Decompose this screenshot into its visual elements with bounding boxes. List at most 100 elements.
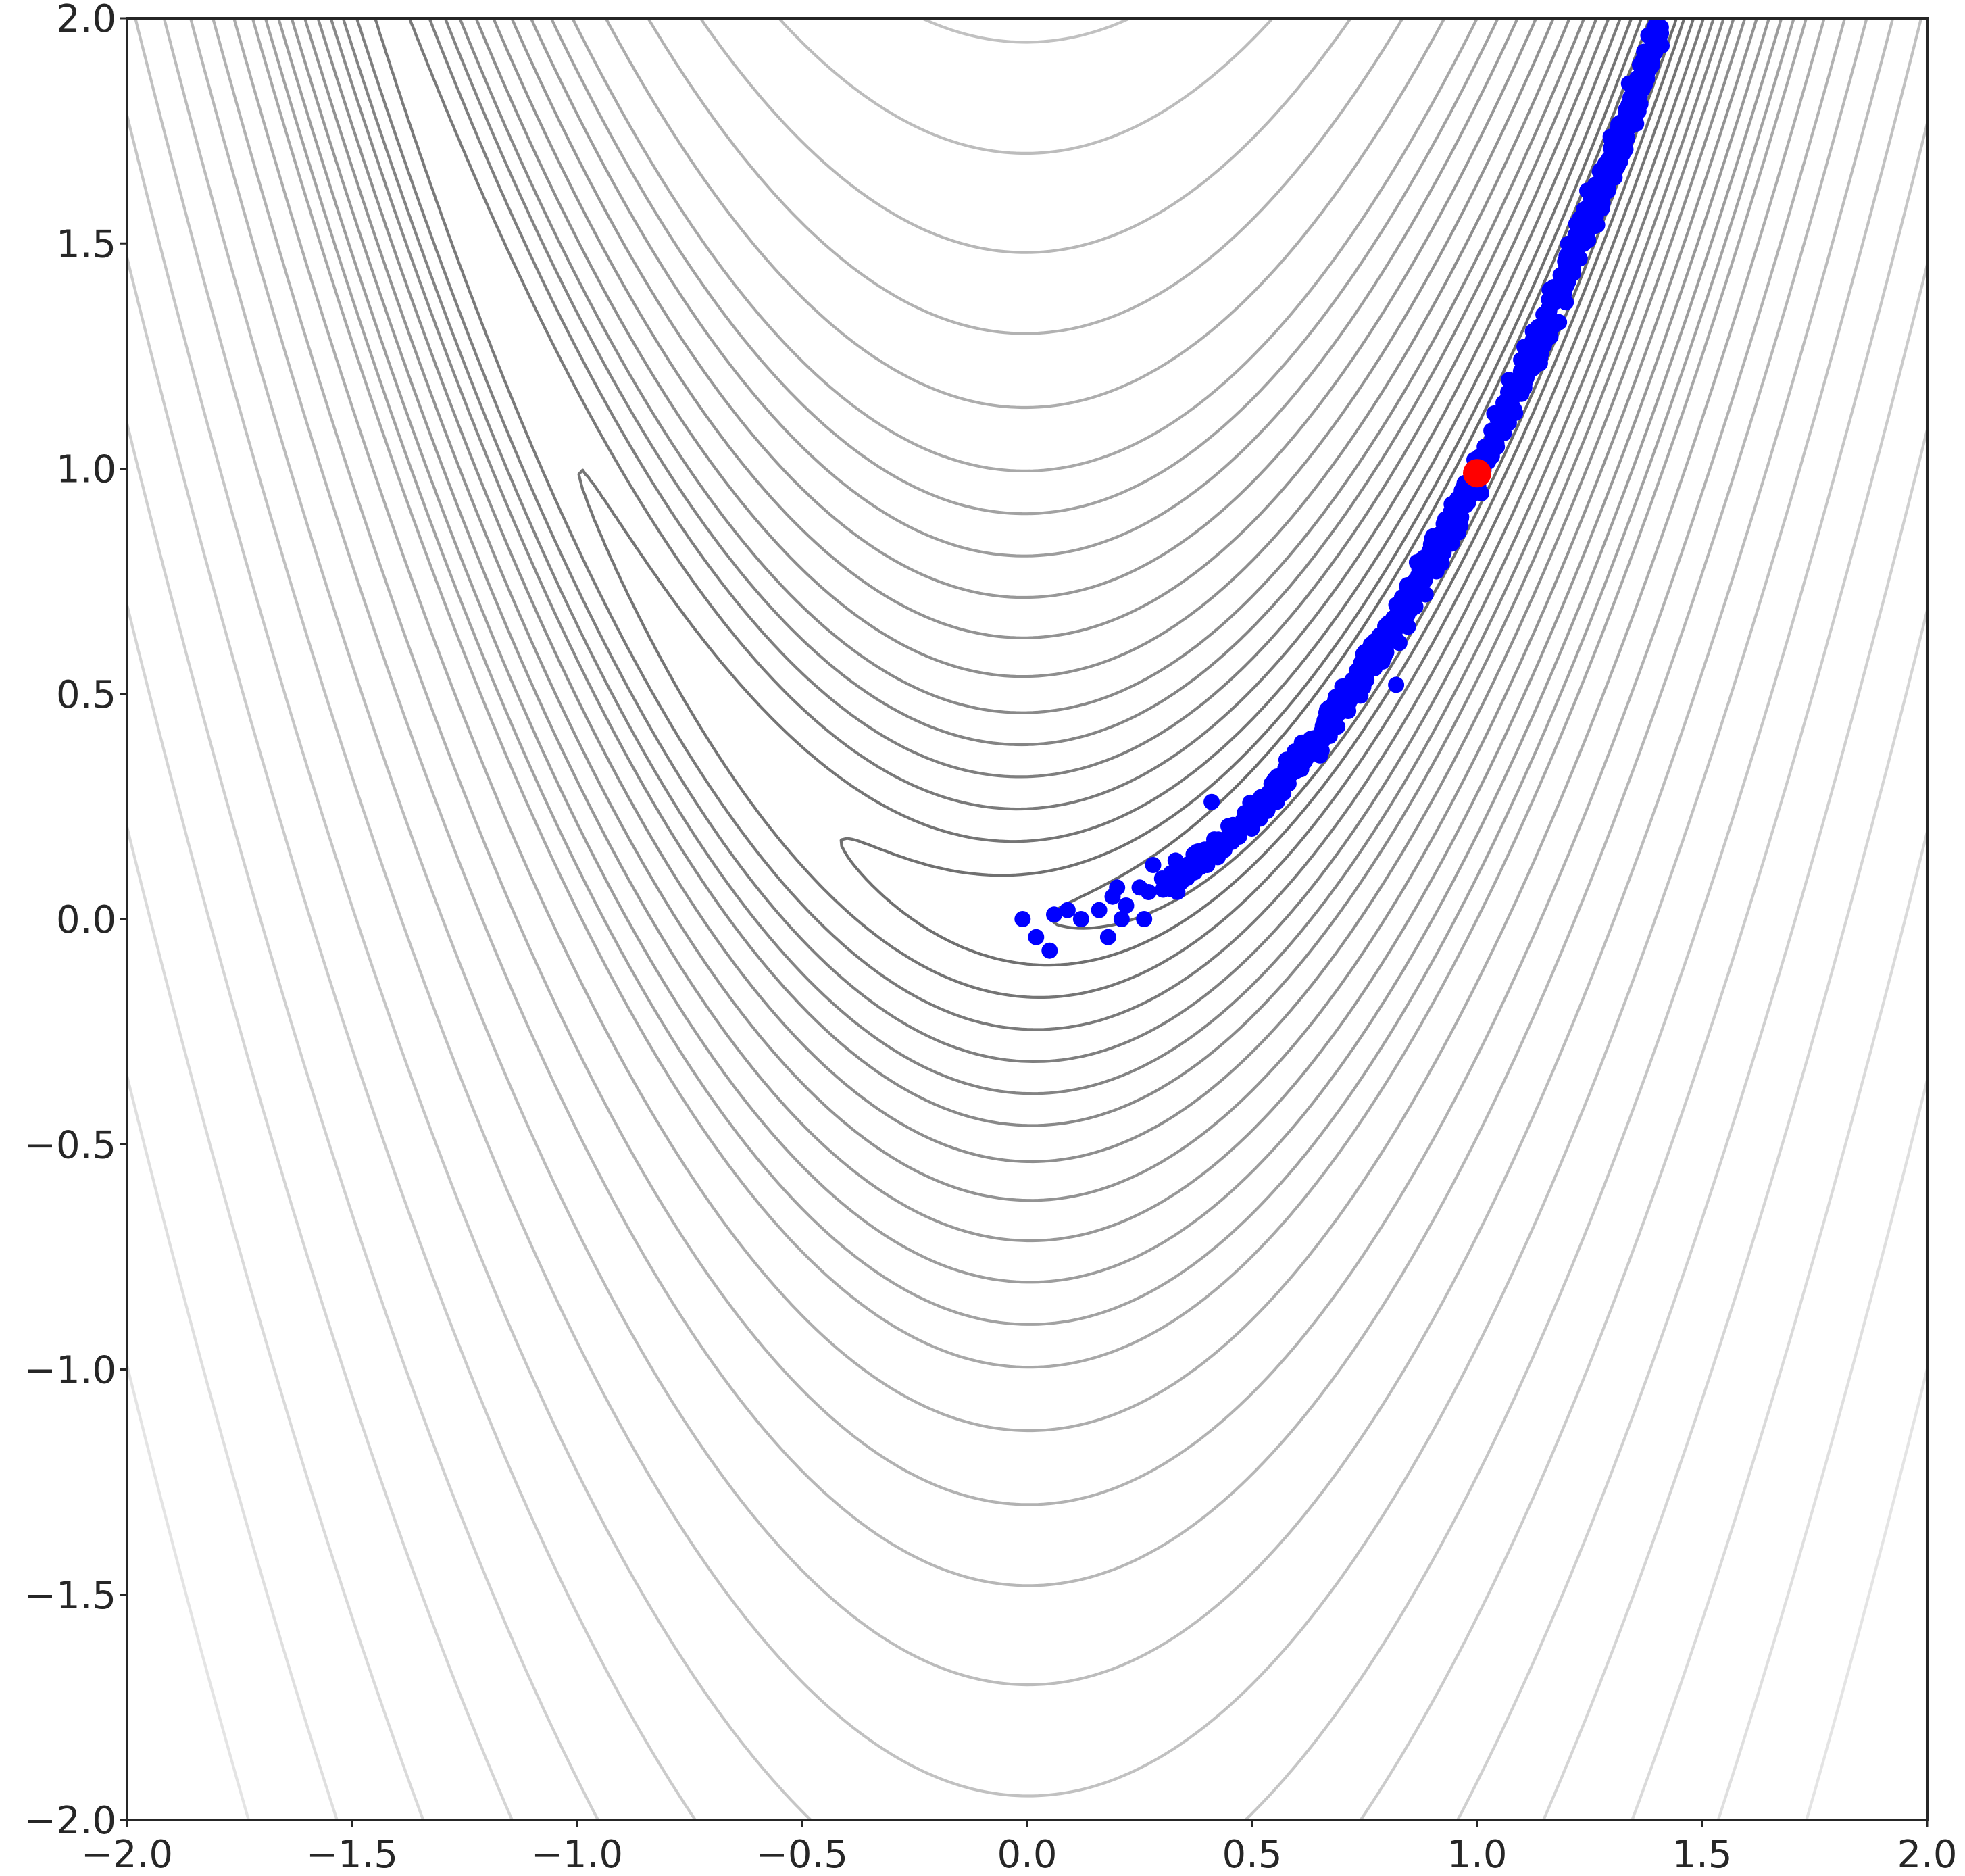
sample-point [1402,601,1419,618]
x-tick-label: 0.5 [1222,1833,1282,1876]
sample-point [1610,120,1626,137]
sample-point [1059,902,1076,918]
contour-level-4 [373,18,1706,1031]
sample-point [1393,616,1410,633]
sample-point [1113,911,1130,927]
sample-point [1203,793,1220,810]
sample-point [1041,942,1058,959]
x-tick-label: 2.0 [1897,1833,1957,1876]
y-tick-label: −1.5 [24,1574,116,1618]
sample-point [1014,911,1031,927]
contour-level-15 [212,18,1847,1506]
sample-point [1099,929,1116,945]
sample-point [1091,902,1108,918]
sample-point [1263,787,1279,804]
sample-point [1354,660,1371,677]
sample-point [1423,541,1440,558]
sample-point [1539,321,1556,338]
sample-point [1388,676,1405,693]
x-tick-label: 1.0 [1447,1833,1507,1876]
sample-point [1208,837,1225,854]
contour-level-20 [127,256,1927,1820]
contour-level-11 [277,18,1783,1284]
contour-level-18 [134,18,1923,1798]
sample-points [1014,18,1670,959]
sample-point [1453,510,1470,526]
contour-level-12 [264,18,1795,1326]
contour-level-17 [162,18,1895,1687]
sample-point [1443,535,1460,552]
contour-level-7 [329,18,1735,1127]
sample-point [1612,153,1628,170]
sample-point [1532,350,1549,367]
sample-point [1109,879,1126,896]
sample-point [1622,111,1639,128]
sample-point [1417,571,1433,588]
sample-point [1437,523,1454,540]
sample-point [1483,422,1500,439]
sample-point [1631,56,1648,73]
sample-point [1286,749,1303,766]
sample-point [1265,775,1281,792]
sample-point [1366,660,1383,676]
contour-lines [127,18,1927,1820]
x-tick-label: −0.5 [756,1833,848,1876]
sample-point [1519,362,1536,379]
contour-level-24 [127,1075,1927,1820]
sample-point [1163,881,1180,897]
contour-level-19 [127,114,1927,1820]
y-axis-ticks: 2.0 1.5 1.0 0.5 0.0 −0.5 −1.0 −1.5 −2.0 [24,0,127,1843]
y-tick-label: 1.0 [56,448,116,492]
contour-level-14 [232,18,1826,1433]
x-tick-label: −2.0 [81,1833,173,1876]
x-axis-ticks: −2.0 −1.5 −1.0 −0.5 0.0 0.5 1.0 1.5 2.0 [81,1820,1958,1876]
sample-point [1508,382,1525,399]
sample-point [1564,254,1581,271]
sample-point [1179,856,1196,873]
sample-point [1631,87,1648,104]
sample-point [1585,184,1601,201]
sample-point [1424,528,1441,545]
contour-level-3 [577,18,1695,999]
sample-point [1325,701,1342,718]
contour-level-8 [316,18,1747,1164]
y-tick-label: −0.5 [24,1123,116,1167]
sample-point [1140,884,1157,900]
contour-level-6 [341,18,1725,1095]
contour-level-10 [290,18,1771,1243]
x-tick-label: −1.5 [306,1833,398,1876]
sample-point [1539,307,1556,324]
y-tick-label: −2.0 [24,1799,116,1843]
y-tick-label: 1.5 [56,222,116,266]
sample-point [1547,293,1564,310]
x-tick-label: 0.0 [997,1833,1057,1876]
sample-point [1472,485,1489,501]
sample-point [1387,630,1404,647]
sample-point [1118,897,1135,914]
sample-point [1566,233,1583,250]
y-tick-label: −1.0 [24,1349,116,1393]
contour-level-16 [189,18,1868,1587]
contour-level-13 [251,18,1808,1369]
y-tick-label: 0.5 [56,673,116,717]
sample-point [1136,911,1153,927]
contour-level-5 [355,18,1716,1063]
sample-point [1145,857,1162,873]
sample-point [1376,639,1393,656]
contour-level-22 [127,603,1927,1820]
contour-level-21 [127,422,1927,1820]
sample-point [1636,44,1653,61]
y-tick-label: 0.0 [56,898,116,942]
sample-point [1072,911,1089,927]
sample-point [1235,819,1252,836]
sample-point [1293,734,1310,751]
sample-point [1492,410,1509,426]
sample-point [1652,19,1669,36]
highlight-point [1463,459,1491,488]
sample-point [1589,216,1606,233]
contour-level-25 [127,1364,1927,1820]
contour-level-2 [839,18,1686,967]
x-tick-label: 1.5 [1672,1833,1732,1876]
sample-point [1575,210,1592,227]
sample-point [1610,134,1626,151]
